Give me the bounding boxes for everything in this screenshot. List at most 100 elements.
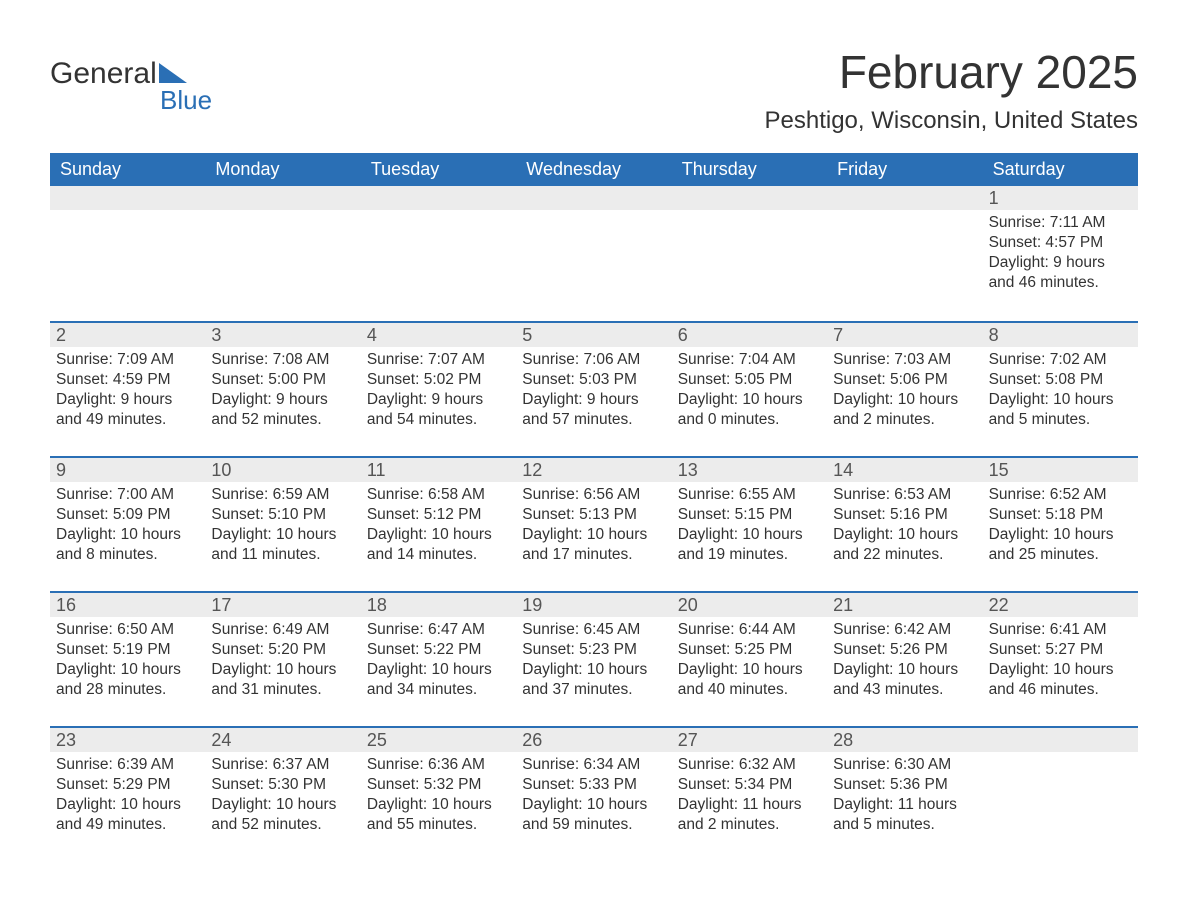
- day-cell: 28Sunrise: 6:30 AMSunset: 5:36 PMDayligh…: [827, 728, 982, 861]
- weekday-monday: Monday: [205, 153, 360, 186]
- sunrise-text: Sunrise: 7:08 AM: [211, 350, 354, 370]
- day-cell: 11Sunrise: 6:58 AMSunset: 5:12 PMDayligh…: [361, 458, 516, 591]
- daylight-text: Daylight: 10 hours and 37 minutes.: [522, 660, 665, 700]
- sunset-text: Sunset: 5:25 PM: [678, 640, 821, 660]
- sunset-text: Sunset: 5:12 PM: [367, 505, 510, 525]
- sunset-text: Sunset: 5:30 PM: [211, 775, 354, 795]
- sunrise-text: Sunrise: 6:53 AM: [833, 485, 976, 505]
- daylight-text: Daylight: 10 hours and 46 minutes.: [989, 660, 1132, 700]
- sunset-text: Sunset: 5:05 PM: [678, 370, 821, 390]
- sunrise-text: Sunrise: 7:04 AM: [678, 350, 821, 370]
- day-number: 28: [827, 728, 982, 752]
- sunrise-text: Sunrise: 6:39 AM: [56, 755, 199, 775]
- sunset-text: Sunset: 5:33 PM: [522, 775, 665, 795]
- day-body: [672, 210, 827, 219]
- day-body: Sunrise: 6:37 AMSunset: 5:30 PMDaylight:…: [205, 752, 360, 842]
- daylight-text: Daylight: 9 hours and 46 minutes.: [989, 253, 1132, 293]
- day-number: [672, 186, 827, 210]
- day-body: Sunrise: 6:52 AMSunset: 5:18 PMDaylight:…: [983, 482, 1138, 572]
- sunset-text: Sunset: 4:59 PM: [56, 370, 199, 390]
- sunrise-text: Sunrise: 6:37 AM: [211, 755, 354, 775]
- day-cell: 12Sunrise: 6:56 AMSunset: 5:13 PMDayligh…: [516, 458, 671, 591]
- day-number: [827, 186, 982, 210]
- title-block: February 2025 Peshtigo, Wisconsin, Unite…: [764, 45, 1138, 135]
- day-body: Sunrise: 6:53 AMSunset: 5:16 PMDaylight:…: [827, 482, 982, 572]
- day-cell: 16Sunrise: 6:50 AMSunset: 5:19 PMDayligh…: [50, 593, 205, 726]
- daylight-text: Daylight: 10 hours and 5 minutes.: [989, 390, 1132, 430]
- day-cell: [361, 186, 516, 321]
- sunset-text: Sunset: 5:23 PM: [522, 640, 665, 660]
- day-number: 18: [361, 593, 516, 617]
- daylight-text: Daylight: 10 hours and 11 minutes.: [211, 525, 354, 565]
- calendar-page: General Blue February 2025 Peshtigo, Wis…: [0, 0, 1188, 896]
- day-body: Sunrise: 6:30 AMSunset: 5:36 PMDaylight:…: [827, 752, 982, 842]
- sunrise-text: Sunrise: 6:36 AM: [367, 755, 510, 775]
- day-number: 8: [983, 323, 1138, 347]
- sunset-text: Sunset: 5:32 PM: [367, 775, 510, 795]
- day-number: 5: [516, 323, 671, 347]
- sunrise-text: Sunrise: 6:42 AM: [833, 620, 976, 640]
- day-cell: [672, 186, 827, 321]
- day-number: 6: [672, 323, 827, 347]
- day-number: 25: [361, 728, 516, 752]
- sunrise-text: Sunrise: 6:56 AM: [522, 485, 665, 505]
- sunset-text: Sunset: 5:16 PM: [833, 505, 976, 525]
- day-number: 14: [827, 458, 982, 482]
- month-title: February 2025: [764, 45, 1138, 99]
- day-number: 10: [205, 458, 360, 482]
- daylight-text: Daylight: 10 hours and 22 minutes.: [833, 525, 976, 565]
- day-number: 3: [205, 323, 360, 347]
- sunrise-text: Sunrise: 6:41 AM: [989, 620, 1132, 640]
- sunrise-text: Sunrise: 6:58 AM: [367, 485, 510, 505]
- day-number: 23: [50, 728, 205, 752]
- daylight-text: Daylight: 10 hours and 0 minutes.: [678, 390, 821, 430]
- day-cell: 7Sunrise: 7:03 AMSunset: 5:06 PMDaylight…: [827, 323, 982, 456]
- sunrise-text: Sunrise: 6:32 AM: [678, 755, 821, 775]
- day-body: Sunrise: 6:44 AMSunset: 5:25 PMDaylight:…: [672, 617, 827, 707]
- day-number: 22: [983, 593, 1138, 617]
- day-number: 1: [983, 186, 1138, 210]
- day-body: Sunrise: 6:32 AMSunset: 5:34 PMDaylight:…: [672, 752, 827, 842]
- daylight-text: Daylight: 10 hours and 49 minutes.: [56, 795, 199, 835]
- week-row: 2Sunrise: 7:09 AMSunset: 4:59 PMDaylight…: [50, 321, 1138, 456]
- weekday-saturday: Saturday: [983, 153, 1138, 186]
- daylight-text: Daylight: 10 hours and 52 minutes.: [211, 795, 354, 835]
- day-number: 24: [205, 728, 360, 752]
- daylight-text: Daylight: 10 hours and 25 minutes.: [989, 525, 1132, 565]
- day-number: 9: [50, 458, 205, 482]
- sunset-text: Sunset: 5:09 PM: [56, 505, 199, 525]
- day-cell: 10Sunrise: 6:59 AMSunset: 5:10 PMDayligh…: [205, 458, 360, 591]
- day-cell: [983, 728, 1138, 861]
- day-number: 7: [827, 323, 982, 347]
- page-header: General Blue February 2025 Peshtigo, Wis…: [50, 45, 1138, 135]
- sunset-text: Sunset: 4:57 PM: [989, 233, 1132, 253]
- day-body: Sunrise: 7:04 AMSunset: 5:05 PMDaylight:…: [672, 347, 827, 437]
- day-body: Sunrise: 6:36 AMSunset: 5:32 PMDaylight:…: [361, 752, 516, 842]
- day-body: Sunrise: 6:58 AMSunset: 5:12 PMDaylight:…: [361, 482, 516, 572]
- location: Peshtigo, Wisconsin, United States: [764, 107, 1138, 135]
- daylight-text: Daylight: 10 hours and 19 minutes.: [678, 525, 821, 565]
- sunset-text: Sunset: 5:22 PM: [367, 640, 510, 660]
- sunrise-text: Sunrise: 6:50 AM: [56, 620, 199, 640]
- day-number: 21: [827, 593, 982, 617]
- day-number: 4: [361, 323, 516, 347]
- day-cell: 13Sunrise: 6:55 AMSunset: 5:15 PMDayligh…: [672, 458, 827, 591]
- day-number: 2: [50, 323, 205, 347]
- day-number: 19: [516, 593, 671, 617]
- daylight-text: Daylight: 10 hours and 28 minutes.: [56, 660, 199, 700]
- sunrise-text: Sunrise: 7:07 AM: [367, 350, 510, 370]
- daylight-text: Daylight: 10 hours and 34 minutes.: [367, 660, 510, 700]
- week-row: 16Sunrise: 6:50 AMSunset: 5:19 PMDayligh…: [50, 591, 1138, 726]
- day-cell: [205, 186, 360, 321]
- day-number: 20: [672, 593, 827, 617]
- day-body: Sunrise: 7:09 AMSunset: 4:59 PMDaylight:…: [50, 347, 205, 437]
- sunset-text: Sunset: 5:02 PM: [367, 370, 510, 390]
- day-cell: 20Sunrise: 6:44 AMSunset: 5:25 PMDayligh…: [672, 593, 827, 726]
- day-body: [827, 210, 982, 219]
- daylight-text: Daylight: 10 hours and 17 minutes.: [522, 525, 665, 565]
- daylight-text: Daylight: 10 hours and 31 minutes.: [211, 660, 354, 700]
- sunset-text: Sunset: 5:00 PM: [211, 370, 354, 390]
- day-number: 17: [205, 593, 360, 617]
- daylight-text: Daylight: 10 hours and 2 minutes.: [833, 390, 976, 430]
- day-cell: 6Sunrise: 7:04 AMSunset: 5:05 PMDaylight…: [672, 323, 827, 456]
